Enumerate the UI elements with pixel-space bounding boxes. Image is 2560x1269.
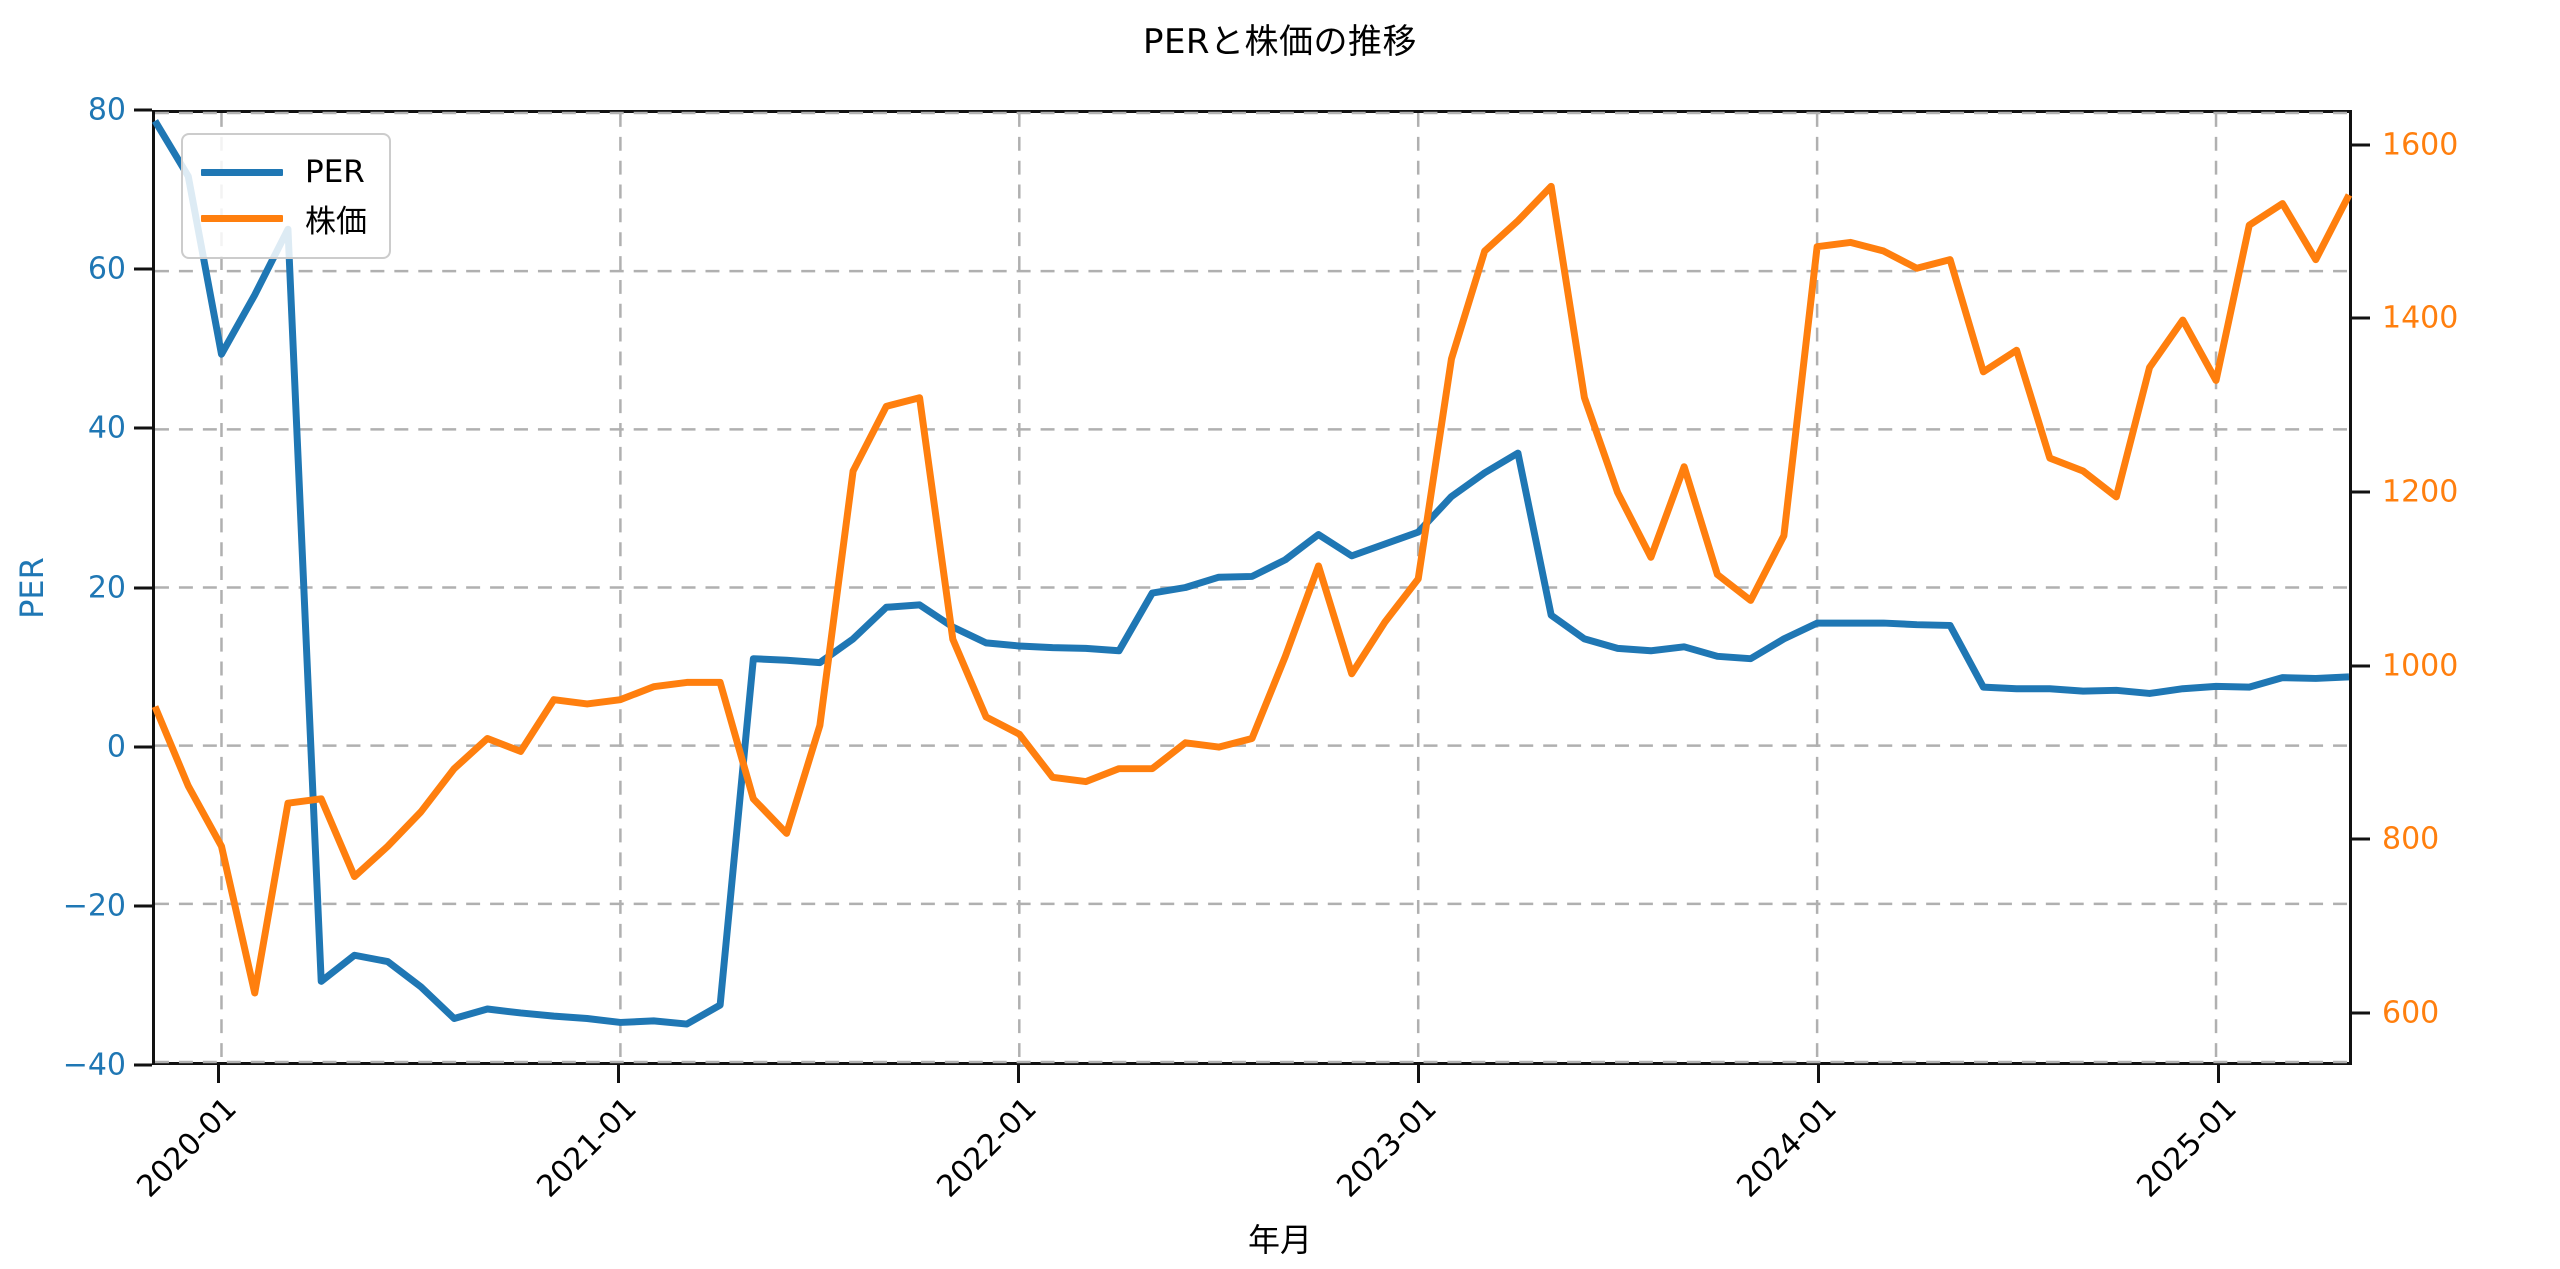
y-axis-right-tick-mark [2352, 1011, 2370, 1015]
series-line-PER [152, 119, 2350, 1028]
legend-swatch-kabuka [201, 214, 283, 222]
x-axis: 年月 2020-01 2021-01 2022-01 2023-01 2024-01 20… [0, 1065, 2560, 1269]
x-axis-tick-mark [2217, 1065, 2221, 1083]
y-axis-left-tick-mark [134, 426, 152, 430]
y-axis-left-tick-mark [134, 586, 152, 589]
legend-swatch-per [201, 168, 283, 176]
y-axis-right-tick-mark [2352, 316, 2370, 320]
y-axis-right-tick-mark [2352, 837, 2370, 841]
y-axis-left-tick-mark [134, 108, 152, 112]
y-axis-right-tick-label: 1200 [2382, 474, 2459, 510]
y-axis-left-tick-label: −20 [62, 888, 126, 924]
y-axis-left-label: PER [13, 556, 51, 619]
y-axis-left-tick-label: 60 [87, 251, 126, 287]
y-axis-right: 6008001000120014001600株価（円） [2352, 110, 2560, 1065]
y-axis-left-tick-label: −40 [62, 1047, 126, 1083]
chart-legend: PER 株価 [181, 133, 391, 259]
y-axis-right-tick-label: 1400 [2382, 300, 2459, 336]
y-axis-left-tick-label: 0 [106, 729, 126, 765]
legend-label-kabuka: 株価 [305, 203, 367, 240]
x-axis-tick-mark [1817, 1065, 1821, 1083]
y-axis-right-tick-label: 1000 [2382, 648, 2459, 684]
y-axis-right-tick-label: 800 [2382, 821, 2440, 857]
y-axis-right-tick-mark [2352, 664, 2370, 668]
y-axis-left-tick-mark [134, 745, 152, 749]
x-axis-tick-mark [1417, 1065, 1421, 1083]
series-lines [151, 119, 2353, 1028]
y-axis-right-tick-mark [2352, 490, 2370, 494]
y-axis-left-tick-mark [134, 267, 152, 271]
plot-area: PER 株価 [151, 110, 2353, 1065]
y-axis-left-tick-mark [134, 1063, 152, 1067]
legend-item-kabuka: 株価 [201, 195, 367, 241]
x-axis-tick-mark [217, 1065, 221, 1083]
x-axis-tick-mark [617, 1065, 621, 1083]
y-axis-right-tick-mark [2352, 143, 2370, 147]
gridlines [155, 111, 2349, 1064]
y-axis-left-tick-mark [134, 904, 152, 908]
y-axis-left-tick-label: 40 [87, 410, 126, 446]
y-axis-left-tick-label: 80 [87, 92, 126, 128]
legend-label-per: PER [305, 154, 365, 190]
legend-item-per: PER [201, 149, 367, 195]
chart-title: PERと株価の推移 [1142, 22, 1418, 62]
y-axis-right-tick-label: 600 [2382, 995, 2440, 1031]
x-axis-tick-mark [1017, 1065, 1021, 1083]
y-axis-left-tick-label: 20 [87, 570, 126, 605]
y-axis-right-tick-label: 1600 [2382, 127, 2459, 163]
series-line-株価 [151, 182, 2353, 997]
x-axis-label: 年月 [1247, 1221, 1312, 1259]
y-axis-left: −40 −20 0 20 40 60 80 PER [0, 93, 152, 1083]
